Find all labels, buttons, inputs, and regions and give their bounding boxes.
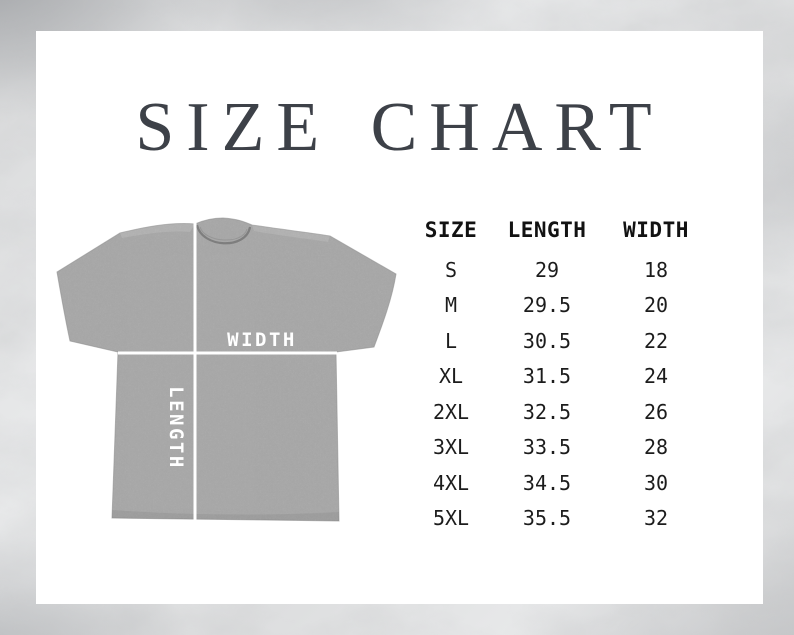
width-cell: 22: [643, 328, 669, 353]
column-header-size: SIZE: [424, 217, 478, 242]
size-cell: XL: [438, 364, 464, 389]
length-cell: 32.5: [522, 399, 572, 424]
width-label: WIDTH: [227, 329, 297, 351]
collar-line: [195, 224, 252, 245]
size-table: SIZE LENGTH WIDTH S 29 18 M 29.5 20 L 30…: [408, 208, 712, 536]
collar-ribbing-line: [199, 226, 248, 241]
width-cell: 28: [643, 435, 669, 460]
length-label: LENGTH: [165, 386, 187, 470]
length-cell: 31.5: [522, 364, 572, 389]
length-cell: 33.5: [522, 435, 572, 460]
width-cell: 24: [643, 364, 669, 389]
size-cell: S: [444, 257, 458, 282]
page-title: SIZE CHART: [135, 89, 664, 166]
width-cell: 32: [643, 506, 669, 531]
width-cell: 18: [643, 257, 669, 282]
column-header-width: WIDTH: [623, 217, 689, 242]
width-measure-line: [118, 351, 337, 355]
size-cell: 3XL: [432, 435, 470, 460]
size-cell: 4XL: [432, 470, 470, 495]
tshirt-diagram: WIDTH LENGTH: [40, 210, 410, 540]
size-chart-card: SIZE CHART: [36, 31, 763, 604]
width-cell: 26: [643, 399, 669, 424]
length-cell: 29.5: [522, 293, 572, 318]
column-header-length: LENGTH: [507, 217, 587, 242]
length-cell: 29: [534, 257, 560, 282]
width-cell: 30: [643, 470, 669, 495]
width-cell: 20: [643, 293, 669, 318]
size-cell: 5XL: [432, 506, 470, 531]
length-cell: 30.5: [522, 328, 572, 353]
length-measure-line: [193, 218, 197, 524]
size-cell: 2XL: [432, 399, 470, 424]
length-cell: 35.5: [522, 506, 572, 531]
length-cell: 34.5: [522, 470, 572, 495]
tshirt-illustration: WIDTH LENGTH: [56, 217, 397, 524]
size-cell: L: [444, 328, 458, 353]
size-cell: M: [444, 293, 458, 318]
